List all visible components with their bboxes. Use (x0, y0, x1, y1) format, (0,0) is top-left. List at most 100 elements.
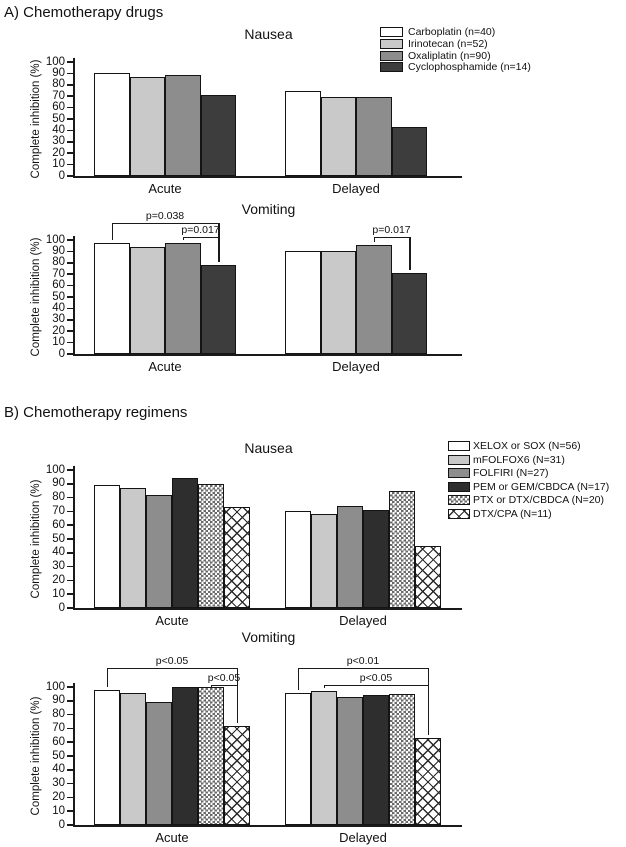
bar-acute-folfiri-n-27 (146, 494, 172, 608)
a_vomiting-y-tick-label: 50 (52, 290, 65, 303)
bar-acute-pem-or-gem-cbdca-n-17 (172, 687, 198, 825)
bar-acute-oxaliplatin-n-90 (165, 74, 201, 176)
bar-delayed-folfiri-n-27 (337, 505, 363, 608)
b_nausea-y-tick-label: 20 (52, 573, 65, 586)
a_nausea-y-tick (67, 152, 73, 154)
a_vomiting-y-tick (67, 239, 73, 241)
sig-bracket-leg (211, 685, 213, 688)
legend-swatch-mfolfox6-n-31 (448, 454, 470, 465)
b_nausea-x-tick-label: Acute (155, 613, 189, 628)
a_nausea-y-tick-label: 40 (52, 123, 65, 136)
a_nausea-y-tick (67, 95, 73, 97)
legend-swatch-folfiri-n-27 (448, 468, 470, 479)
a_vomiting-y-tick-label: 100 (45, 233, 65, 246)
b_nausea-y-tick (67, 579, 73, 582)
legend-label-xelox-or-sox-n-56: XELOX or SOX (N=56) (473, 440, 581, 452)
bar-delayed-xelox-or-sox-n-56 (285, 511, 311, 608)
sig-bracket-leg (182, 237, 185, 241)
a_nausea-y-tick (67, 118, 73, 120)
b_nausea-y-tick (67, 607, 73, 609)
legend-label-mfolfox6-n-31: mFOLFOX6 (N=31) (473, 453, 565, 466)
a_vomiting-y-tick (67, 353, 73, 355)
a_nausea-y-tick-label: 20 (52, 146, 65, 159)
a_vomiting-x-tick-label: Delayed (332, 359, 380, 374)
a_nausea-x-tick-label: Delayed (332, 181, 380, 196)
a_vomiting-title: Vomiting (241, 201, 296, 217)
a_nausea-y-tick (67, 163, 73, 166)
b_nausea-y-tick (67, 510, 73, 513)
b_vomiting-y-tick (67, 796, 73, 799)
a_vomiting-y-tick-label: 10 (52, 336, 65, 349)
a_nausea-y-tick (67, 175, 73, 177)
a_nausea-y-tick (67, 84, 73, 86)
bar-acute-cyclophosphamide-n-14 (200, 265, 236, 354)
sig-label: p=0.017 (181, 224, 220, 236)
sig-bracket-leg (409, 237, 411, 271)
sig-bracket-leg (237, 685, 239, 723)
bar-acute-xelox-or-sox-n-56 (94, 689, 120, 825)
sig-label: p=0.017 (372, 224, 411, 236)
a_vomiting-y-tick (67, 341, 73, 344)
b_vomiting-y-tick (67, 824, 73, 826)
a_vomiting-y-tick (67, 307, 73, 310)
a_nausea-y-tick-label: 10 (52, 158, 65, 171)
sig-bracket-leg (298, 668, 300, 690)
b_nausea-y-tick (67, 483, 73, 485)
legend-swatch-carboplatin-n-40 (380, 27, 403, 37)
b_vomiting-y-tick-label: 50 (52, 749, 65, 762)
sig-bracket-leg (107, 668, 109, 687)
a_vomiting-y-tick-label: 30 (52, 313, 65, 326)
bar-delayed-irinotecan-n-52 (320, 251, 356, 354)
legend-label-carboplatin-n-40: Carboplatin (n=40) (408, 26, 496, 38)
b_vomiting-y-tick-label: 70 (52, 721, 65, 734)
bar-acute-carboplatin-n-40 (94, 73, 130, 176)
bar-acute-pem-or-gem-cbdca-n-17 (172, 478, 198, 608)
b_vomiting-x-tick-label: Acute (155, 830, 189, 845)
b_vomiting-y-tick-label: 0 (58, 818, 65, 831)
bar-delayed-cyclophosphamide-n-14 (391, 273, 427, 354)
bar-delayed-pem-or-gem-cbdca-n-17 (363, 510, 389, 608)
sig-bracket-leg (373, 237, 376, 242)
b_vomiting-x-axis (73, 825, 462, 828)
a_vomiting-y-tick-label: 40 (52, 301, 65, 314)
a_nausea-y-tick-label: 0 (58, 169, 65, 182)
b_vomiting-y-tick (67, 700, 73, 702)
bar-delayed-irinotecan-n-52 (320, 97, 356, 176)
legend-swatch-irinotecan-n-52 (380, 38, 403, 49)
legend-swatch-xelox-or-sox-n-56 (448, 441, 470, 451)
sig-bracket-leg (218, 237, 220, 263)
b_nausea-y-tick-label: 100 (45, 463, 65, 476)
bar-delayed-ptx-or-dtx-cbdca-n-20 (389, 693, 415, 825)
sig-label: p<0.05 (359, 672, 393, 684)
bar-acute-cyclophosphamide-n-14 (200, 95, 236, 176)
b_vomiting-y-tick-label: 40 (52, 763, 65, 776)
section-b-title: B) Chemotherapy regimens (4, 404, 188, 421)
legend-label-ptx-or-dtx-cbdca-n-20: PTX or DTX/CBDCA (N=20) (473, 494, 604, 507)
a_vomiting-y-tick-label: 80 (52, 256, 65, 269)
b_vomiting-y-tick-label: 20 (52, 790, 65, 803)
legend-swatch-dtx-cpa-n-11 (448, 509, 470, 519)
bar-acute-mfolfox6-n-31 (120, 692, 146, 825)
b_nausea-y-tick-label: 90 (52, 477, 65, 490)
bar-acute-irinotecan-n-52 (129, 246, 165, 354)
sig-label: p<0.05 (207, 672, 241, 684)
bar-delayed-ptx-or-dtx-cbdca-n-20 (389, 490, 415, 608)
sig-bracket (107, 668, 237, 670)
bar-delayed-folfiri-n-27 (337, 696, 363, 825)
sig-bracket (211, 685, 237, 687)
section-a-title: A) Chemotherapy drugs (4, 4, 164, 21)
bar-acute-folfiri-n-27 (146, 702, 172, 825)
b_vomiting-y-tick-label: 100 (45, 680, 65, 693)
sig-bracket (111, 223, 219, 225)
b_vomiting-y-tick (67, 727, 73, 730)
b_nausea-y-tick-label: 50 (52, 532, 65, 545)
a_vomiting-x-axis (73, 354, 462, 357)
bar-delayed-dtx-cpa-n-11 (415, 738, 441, 825)
b_vomiting-y-tick-label: 60 (52, 735, 65, 748)
b_nausea-title: Nausea (244, 440, 293, 456)
b_vomiting-x-tick-label: Delayed (339, 830, 387, 845)
bar-delayed-mfolfox6-n-31 (311, 691, 337, 825)
b_nausea-y-tick (67, 593, 73, 595)
a_nausea-y-tick (67, 72, 73, 75)
